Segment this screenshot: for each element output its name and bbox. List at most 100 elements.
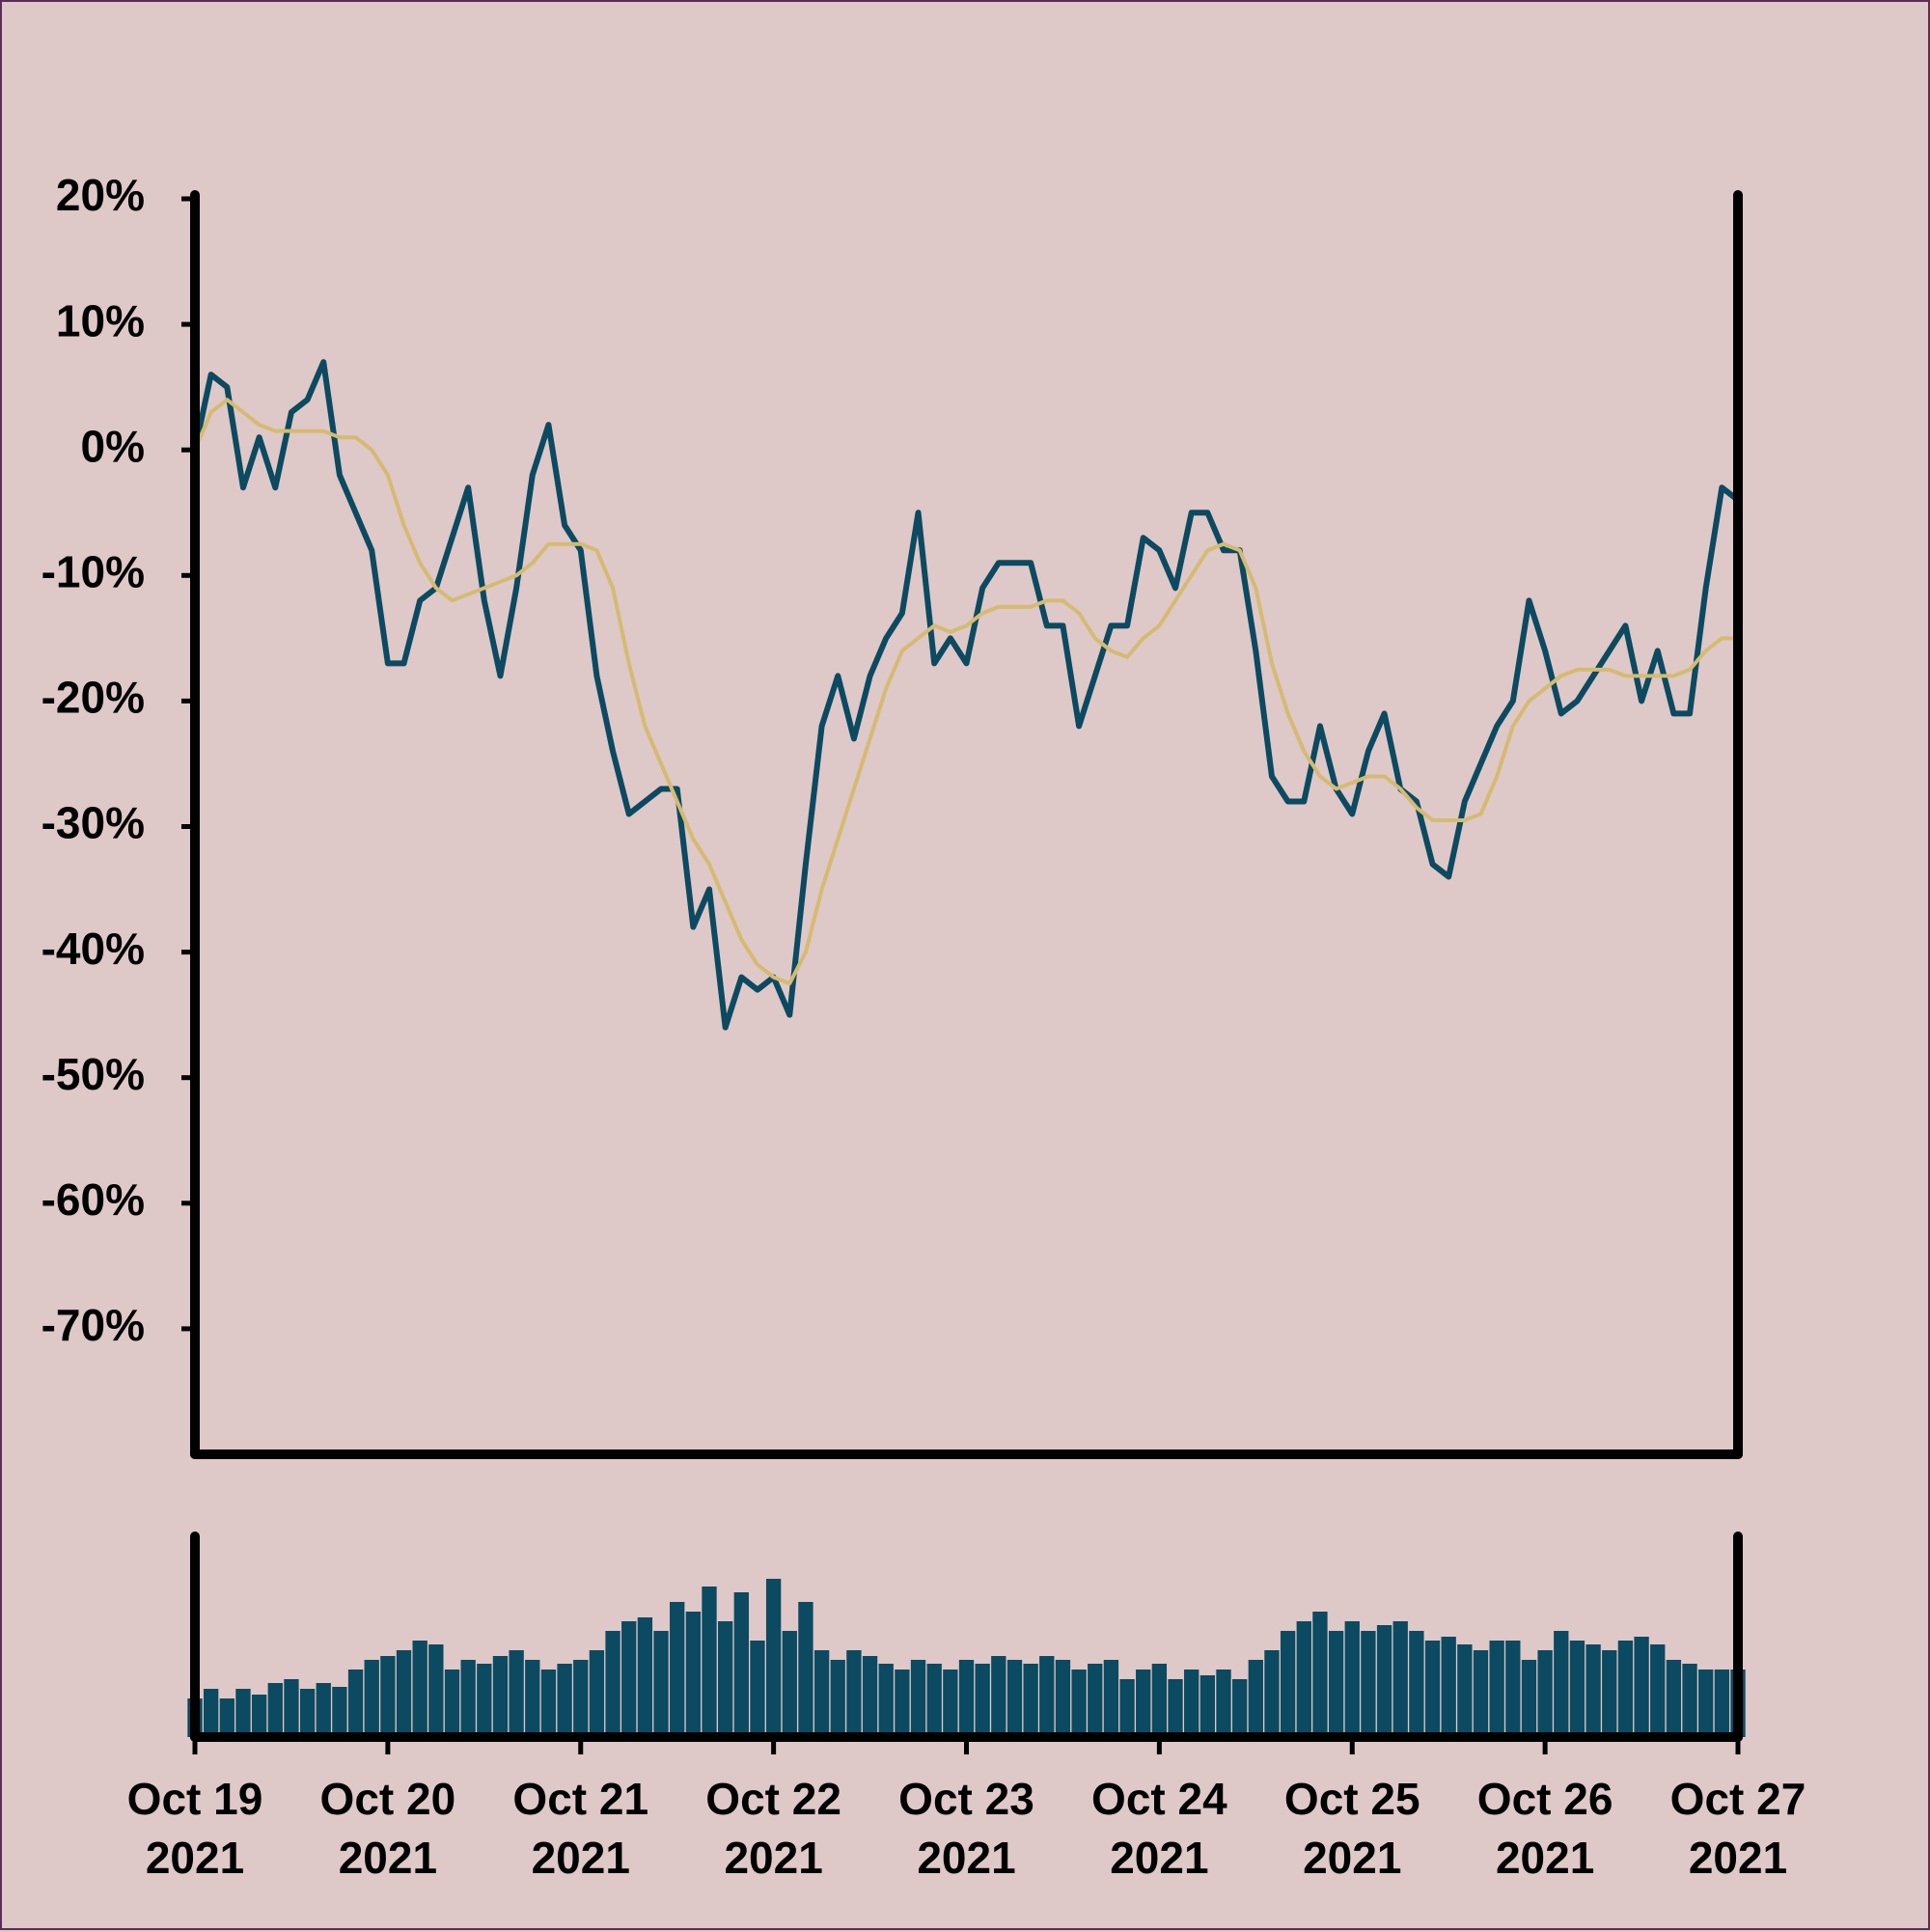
volume-bar bbox=[396, 1650, 412, 1737]
volume-bar bbox=[1617, 1641, 1634, 1737]
volume-bar bbox=[557, 1664, 572, 1737]
volume-bar bbox=[1521, 1660, 1537, 1737]
volume-bar bbox=[782, 1631, 797, 1737]
volume-bar bbox=[251, 1695, 267, 1737]
volume-bar bbox=[1714, 1670, 1730, 1737]
volume-bar bbox=[316, 1683, 331, 1737]
volume-bar bbox=[813, 1650, 830, 1737]
volume-bar bbox=[1151, 1664, 1168, 1737]
x-tick-label: Oct 19 2021 bbox=[126, 1774, 263, 1883]
x-tick-label: Oct 27 2021 bbox=[1669, 1774, 1806, 1883]
y-tick-label: 10% bbox=[56, 295, 145, 345]
volume-bar bbox=[203, 1689, 219, 1737]
volume-bar bbox=[428, 1644, 444, 1737]
volume-bar bbox=[284, 1679, 299, 1737]
volume-bar bbox=[332, 1687, 347, 1737]
price-line bbox=[192, 359, 1740, 1031]
volume-bar bbox=[733, 1592, 749, 1737]
y-tick-label: -70% bbox=[41, 1300, 145, 1350]
volume-bar bbox=[1184, 1670, 1199, 1737]
volume-bar bbox=[540, 1670, 557, 1737]
volume-bar bbox=[846, 1650, 862, 1737]
volume-bar bbox=[1071, 1670, 1087, 1737]
y-tick-label: -60% bbox=[41, 1174, 145, 1225]
volume-bar bbox=[798, 1602, 813, 1737]
volume-bar bbox=[1344, 1621, 1360, 1737]
volume-bar bbox=[717, 1621, 733, 1737]
volume-bar bbox=[1602, 1650, 1617, 1737]
volume-bar bbox=[267, 1683, 283, 1737]
volume-bar bbox=[1409, 1631, 1424, 1737]
volume-bar bbox=[1634, 1637, 1649, 1737]
y-tick-label: -50% bbox=[41, 1049, 145, 1099]
volume-bar bbox=[1296, 1621, 1311, 1737]
volume-bar bbox=[1505, 1641, 1521, 1737]
volume-bar bbox=[1119, 1679, 1135, 1737]
volume-bar bbox=[910, 1660, 926, 1737]
volume-bar bbox=[702, 1587, 717, 1737]
volume-bar bbox=[1376, 1625, 1392, 1737]
volume-bar bbox=[1312, 1612, 1328, 1737]
volume-bar bbox=[1039, 1656, 1055, 1737]
volume-bar bbox=[1698, 1670, 1714, 1737]
volume-bar bbox=[589, 1650, 605, 1737]
volume-bar bbox=[1424, 1641, 1441, 1737]
volume-bar bbox=[1216, 1670, 1231, 1737]
volume-bar bbox=[878, 1664, 894, 1737]
price-line bbox=[193, 398, 1738, 986]
y-tick-label: 20% bbox=[56, 170, 145, 220]
volume-bar bbox=[525, 1660, 540, 1737]
volume-bar bbox=[1441, 1637, 1456, 1737]
volume-bar bbox=[1650, 1644, 1666, 1737]
volume-bar bbox=[1554, 1631, 1569, 1737]
volume-bar bbox=[1392, 1621, 1408, 1737]
volume-bar bbox=[1136, 1670, 1151, 1737]
volume-bar bbox=[1199, 1675, 1216, 1737]
y-tick-label: -40% bbox=[41, 924, 145, 974]
volume-bar bbox=[958, 1660, 975, 1737]
volume-bar bbox=[830, 1660, 845, 1737]
volume-bar bbox=[765, 1579, 782, 1737]
x-tick-label: Oct 25 2021 bbox=[1283, 1774, 1420, 1883]
volume-bar bbox=[573, 1660, 589, 1737]
volume-bar bbox=[605, 1631, 620, 1737]
volume-bar bbox=[943, 1670, 958, 1737]
volume-bar bbox=[862, 1656, 878, 1737]
volume-bar bbox=[1585, 1644, 1601, 1737]
volume-bar bbox=[1231, 1679, 1248, 1737]
volume-bar bbox=[1328, 1631, 1344, 1737]
x-tick-label: Oct 22 2021 bbox=[705, 1774, 841, 1883]
volume-bar bbox=[670, 1602, 685, 1737]
volume-bar bbox=[991, 1656, 1006, 1737]
y-tick-label: -20% bbox=[41, 673, 145, 723]
volume-bar bbox=[492, 1656, 509, 1737]
volume-bar bbox=[1248, 1660, 1263, 1737]
volume-bar bbox=[1457, 1644, 1473, 1737]
volume-bar bbox=[235, 1689, 251, 1737]
volume-bar bbox=[1088, 1664, 1103, 1737]
volume-bar bbox=[1682, 1664, 1697, 1737]
volume-bar bbox=[685, 1612, 702, 1737]
x-tick-label: Oct 21 2021 bbox=[512, 1774, 649, 1883]
volume-bar bbox=[444, 1670, 460, 1737]
volume-bar bbox=[1168, 1679, 1183, 1737]
volume-bar bbox=[412, 1641, 427, 1737]
x-tick-label: Oct 20 2021 bbox=[319, 1774, 456, 1883]
volume-bar bbox=[1103, 1660, 1119, 1737]
volume-bar bbox=[1023, 1664, 1038, 1737]
volume-bar bbox=[1473, 1650, 1489, 1737]
volume-bar bbox=[750, 1641, 765, 1737]
y-tick-label: -30% bbox=[41, 798, 145, 848]
volume-bar bbox=[380, 1656, 396, 1737]
volume-bar bbox=[926, 1664, 942, 1737]
volume-bar bbox=[1489, 1641, 1504, 1737]
volume-bar bbox=[1006, 1660, 1023, 1737]
volume-bar bbox=[895, 1670, 910, 1737]
y-tick-label: 0% bbox=[81, 421, 145, 471]
volume-bar bbox=[1537, 1650, 1553, 1737]
volume-bar bbox=[975, 1664, 990, 1737]
volume-bar bbox=[1264, 1650, 1280, 1737]
volume-bar bbox=[621, 1621, 637, 1737]
volume-bar bbox=[460, 1660, 476, 1737]
